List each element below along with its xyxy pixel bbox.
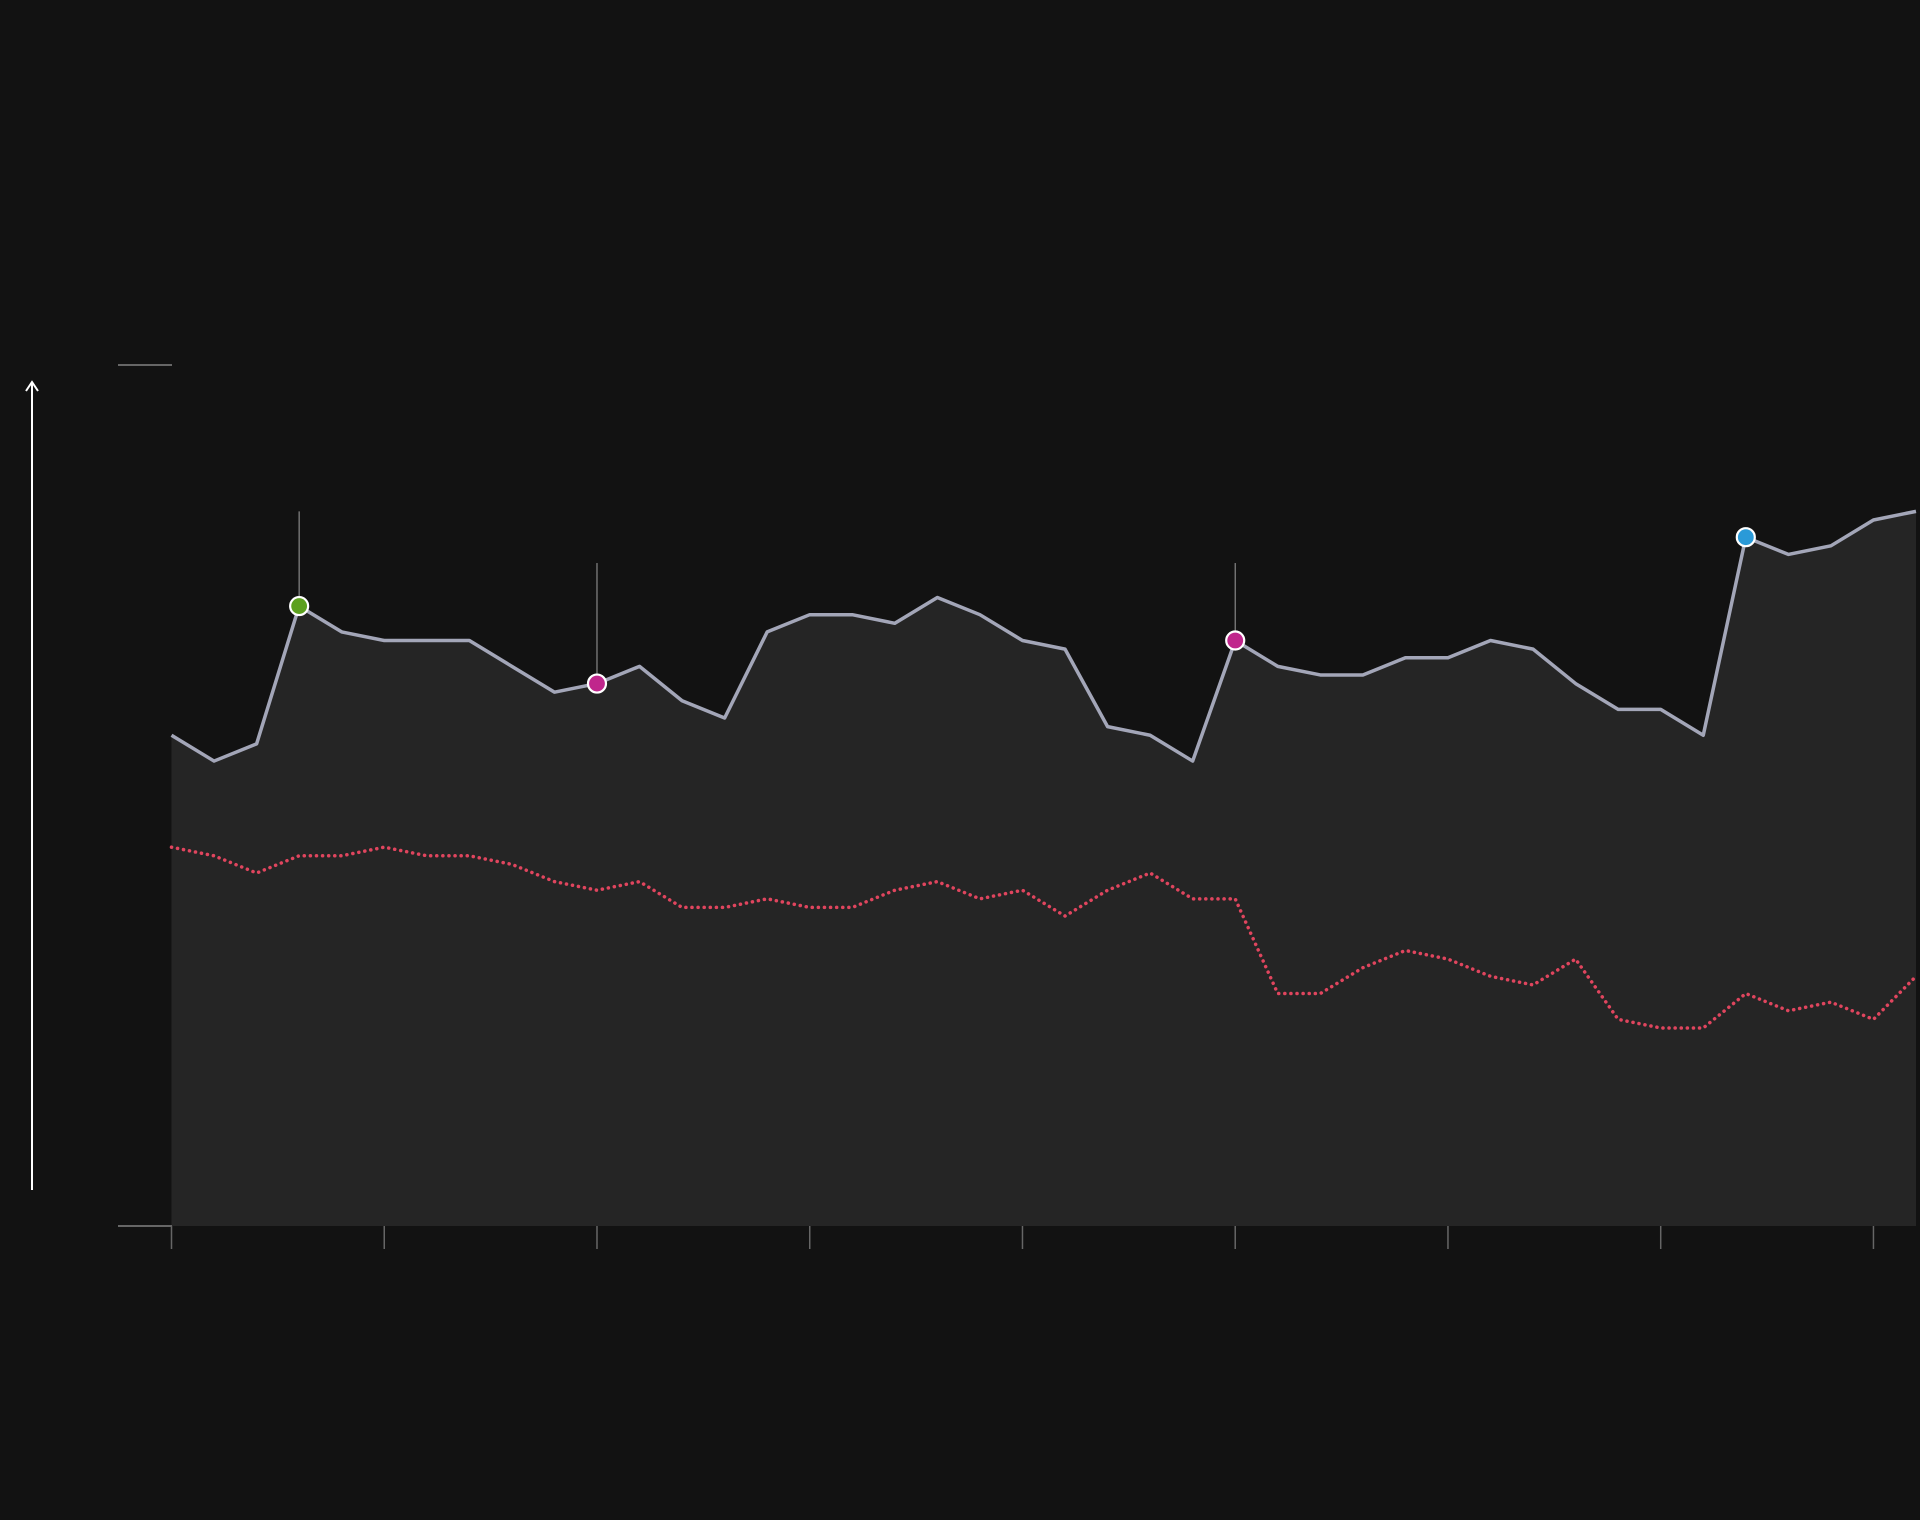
area-fill — [171, 511, 1916, 1226]
series-line — [170, 509, 1917, 763]
event-marker — [289, 595, 310, 617]
y-axis-arrow — [25, 380, 39, 1190]
event-marker — [1735, 527, 1756, 548]
series-line — [169, 845, 1918, 1030]
event-marker — [1225, 630, 1246, 651]
axis-arrow-head — [25, 380, 39, 392]
event-marker — [586, 673, 608, 694]
